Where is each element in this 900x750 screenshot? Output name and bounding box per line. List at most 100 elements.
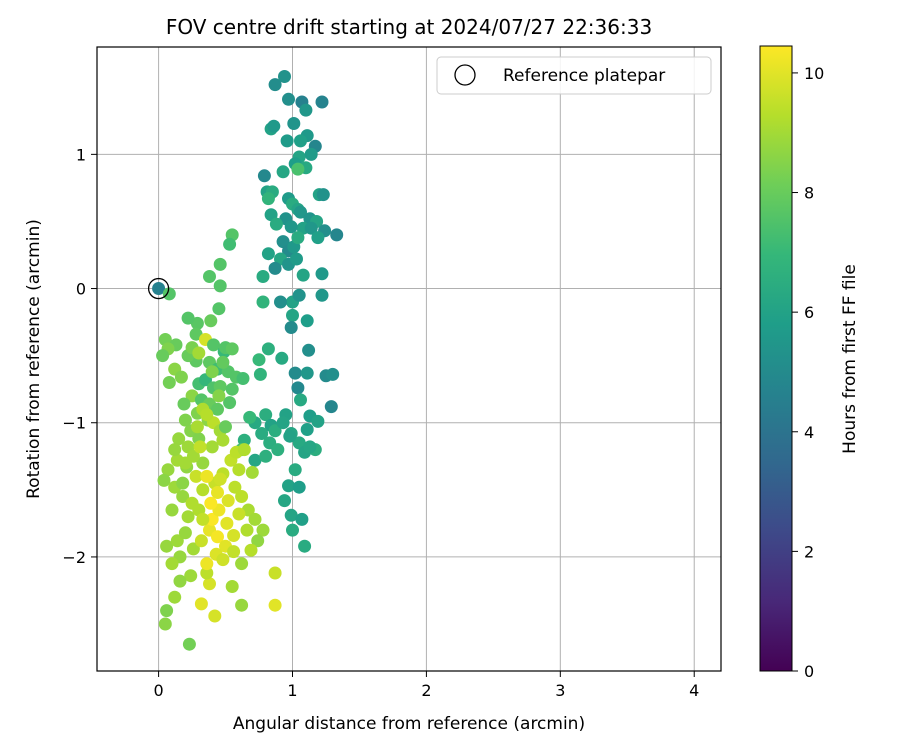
scatter-point (292, 436, 306, 450)
scatter-point (291, 231, 305, 245)
scatter-point (286, 523, 299, 537)
x-tick-label: 3 (555, 681, 565, 700)
scatter-point (172, 432, 186, 446)
scatter-point (271, 443, 285, 457)
scatter-point (158, 617, 172, 631)
scatter-point (256, 270, 270, 283)
scatter-point (203, 270, 216, 283)
scatter-point (193, 440, 207, 454)
colorbar-tick-label: 0 (804, 662, 814, 681)
scatter-point (268, 566, 282, 580)
scatter-point (157, 473, 171, 487)
scatter-point (287, 117, 301, 130)
scatter-point (168, 443, 182, 457)
scatter-point (181, 510, 195, 524)
chart-title: FOV centre drift starting at 2024/07/27 … (166, 15, 652, 39)
scatter-point (160, 539, 174, 553)
scatter-point (196, 456, 210, 470)
scatter-point (253, 367, 267, 381)
scatter-point (176, 490, 190, 503)
scatter-point (299, 103, 313, 117)
reference-marker (147, 277, 170, 300)
scatter-point (211, 530, 224, 544)
scatter-point (194, 534, 208, 548)
scatter-point (257, 169, 271, 183)
scatter-point (294, 205, 307, 219)
colorbar-ticks: 0 2 4 6 8 10 (792, 64, 824, 681)
scatter-point (225, 342, 239, 356)
y-tick-label: −1 (62, 414, 86, 433)
scatter-point (216, 553, 230, 567)
scatter-point (267, 119, 281, 133)
colorbar-label: Hours from first FF file (840, 264, 860, 454)
scatter-point (275, 351, 289, 365)
scatter-point (315, 95, 329, 109)
scatter-point (300, 314, 314, 328)
scatter-point (160, 604, 174, 618)
scatter-point (245, 465, 259, 479)
scatter-point (204, 314, 218, 328)
colorbar-bar (759, 45, 793, 672)
scatter-point (208, 609, 222, 623)
scatter-point (298, 539, 312, 553)
scatter-point (244, 543, 258, 557)
scatter-point (304, 147, 318, 161)
x-axis-ticks: 0 1 2 3 4 (154, 671, 699, 700)
scatter-point (211, 486, 224, 499)
scatter-point (288, 463, 302, 477)
scatter-point (216, 355, 230, 369)
scatter-point (161, 463, 175, 477)
y-tick-label: −2 (62, 548, 86, 567)
scatter-point (227, 545, 241, 559)
scatter-point (280, 134, 294, 148)
scatter-point (330, 228, 344, 242)
scatter-point (152, 282, 166, 295)
scatter-point (227, 529, 241, 542)
scatter-point (212, 389, 226, 403)
scatter-point (168, 590, 182, 604)
scatter-point (255, 427, 269, 440)
scatter-point (292, 480, 306, 494)
scatter-points (152, 70, 344, 651)
scatter-point (276, 165, 290, 179)
legend-box (436, 56, 712, 95)
scatter-point (225, 580, 239, 593)
scatter-point (178, 526, 192, 540)
scatter-point (235, 598, 249, 612)
scatter-point (283, 429, 297, 443)
scatter-point (211, 402, 224, 416)
scatter-point (200, 408, 214, 422)
scatter-point (235, 557, 249, 571)
scatter-point (223, 396, 237, 410)
scatter-point (221, 494, 235, 508)
scatter-point (326, 367, 340, 381)
scatter-point (303, 440, 317, 454)
legend-label-reference: Reference platepar (503, 66, 665, 86)
x-tick-label: 2 (421, 681, 431, 700)
scatter-point (324, 400, 338, 414)
scatter-point (162, 376, 176, 389)
scatter-point (268, 261, 282, 275)
scatter-point (278, 494, 291, 508)
scatter-point (237, 443, 251, 457)
scatter-point (296, 268, 310, 282)
scatter-point (219, 420, 232, 434)
scatter-point (240, 523, 254, 537)
legend: Reference platepar (436, 56, 712, 95)
scatter-point (256, 295, 270, 309)
scatter-point (286, 308, 299, 322)
colorbar-tick-label: 10 (804, 64, 824, 83)
scatter-point (269, 217, 283, 231)
scatter-point (205, 365, 219, 379)
scatter-point (190, 420, 204, 434)
scatter-point (200, 566, 214, 580)
scatter-point (194, 597, 208, 611)
scatter-point (284, 508, 298, 522)
scatter-point (213, 279, 227, 293)
scatter-point (261, 192, 275, 206)
scatter-point (223, 237, 237, 251)
scatter-point (177, 397, 191, 411)
colorbar: 0 2 4 6 8 10 Hours from first FF file (759, 45, 860, 681)
scatter-point (165, 503, 179, 517)
x-tick-label: 4 (689, 681, 699, 700)
